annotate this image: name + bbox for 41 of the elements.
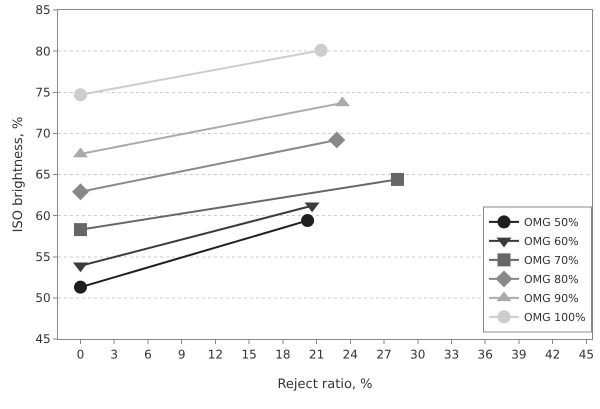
- y-tick-label: 55: [35, 250, 51, 264]
- legend-label: OMG 80%: [524, 273, 579, 286]
- legend-label: OMG 100%: [524, 311, 586, 324]
- x-tick-label: 27: [376, 347, 392, 362]
- y-tick-label: 80: [35, 44, 51, 58]
- x-axis-title: Reject ratio, %: [277, 377, 373, 392]
- y-tick-label: 50: [35, 291, 51, 306]
- y-tick-label: 75: [35, 85, 51, 100]
- x-tick-label: 42: [545, 347, 560, 362]
- x-tick-label: 24: [342, 347, 358, 362]
- point: [74, 88, 87, 102]
- x-tick-label: 39: [511, 347, 527, 362]
- point: [301, 214, 314, 228]
- x-tick-label: 0: [76, 347, 84, 362]
- x-tick-label: 9: [178, 347, 186, 362]
- point: [74, 280, 87, 294]
- y-tick-label: 45: [35, 332, 51, 346]
- x-tick-label: 18: [275, 347, 290, 362]
- point: [314, 44, 328, 57]
- legend-label: OMG 90%: [524, 292, 579, 306]
- x-tick-label: 33: [444, 347, 460, 362]
- x-tick-label: 36: [478, 347, 493, 362]
- y-tick-label: 70: [35, 126, 51, 141]
- x-tick-label: 30: [410, 347, 426, 362]
- legend-label: OMG 50%: [524, 216, 579, 230]
- x-tick-label: 45: [578, 347, 594, 362]
- legend-label: OMG 70%: [524, 254, 579, 268]
- x-tick-label: 12: [208, 347, 224, 362]
- y-tick-label: 60: [35, 208, 51, 223]
- x-tick-label: 21: [308, 347, 324, 362]
- point: [74, 223, 87, 236]
- point: [328, 132, 346, 148]
- legend-label: OMG 60%: [524, 235, 579, 248]
- x-tick-label: 6: [144, 347, 152, 362]
- y-tick-label: 65: [35, 168, 51, 182]
- y-tick-label: 85: [35, 3, 51, 18]
- x-tick-label: 3: [110, 347, 118, 362]
- point: [72, 183, 89, 200]
- x-tick-label: 15: [241, 347, 257, 362]
- y-axis-title: ISO brightness, %: [11, 116, 26, 232]
- point: [391, 172, 404, 186]
